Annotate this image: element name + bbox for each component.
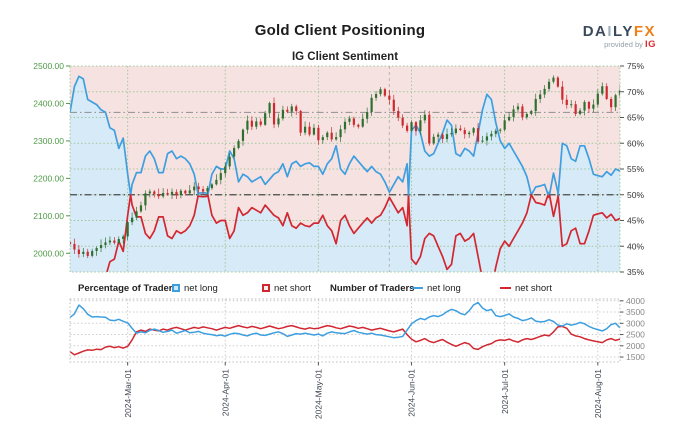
chart-legend: Percentage of Traders net long net short… [0,281,680,297]
ig-logo: IG [644,39,656,51]
svg-text:2300.00: 2300.00 [33,136,64,146]
svg-text:2024-Mar-01: 2024-Mar-01 [123,369,133,418]
svg-text:2500.00: 2500.00 [33,61,64,71]
dailyfx-wordmark: DAILYFX [582,23,656,40]
page-title: Gold Client Positioning [254,22,426,39]
svg-text:2024-Aug-01: 2024-Aug-01 [593,369,603,418]
net-long-line-icon [412,287,423,289]
svg-text:2500: 2500 [626,330,645,340]
svg-text:70%: 70% [627,87,644,97]
net-short-swatch-icon [262,284,270,292]
svg-text:45%: 45% [627,216,644,226]
provided-by-ig: provided by IG [604,39,656,51]
dailyfx-logo: DAILYFX provided by IG [583,23,656,51]
chart-subtitle: IG Client Sentiment [291,51,399,63]
svg-text:50%: 50% [627,190,644,200]
svg-text:2024-Jul-01: 2024-Jul-01 [500,369,510,414]
svg-text:2200.00: 2200.00 [33,173,64,183]
net-short-line-icon [500,287,511,289]
legend-pct-net-long: net long [172,281,218,295]
svg-text:2100.00: 2100.00 [33,211,64,221]
legend-number-of-traders: Number of Traders [330,282,415,294]
svg-text:55%: 55% [627,164,644,174]
legend-pct-net-short: net short [262,281,311,295]
legend-percentage-of-traders: Percentage of Traders [78,282,178,294]
svg-text:2024-Jun-01: 2024-Jun-01 [407,369,417,417]
svg-text:65%: 65% [627,113,644,123]
svg-text:1500: 1500 [626,352,645,362]
svg-text:35%: 35% [627,267,644,277]
svg-text:40%: 40% [627,241,644,251]
svg-text:3500: 3500 [626,307,645,317]
svg-text:4000: 4000 [626,296,645,306]
svg-text:60%: 60% [627,138,644,148]
legend-count-net-short: net short [500,281,552,295]
net-long-swatch-icon [172,284,180,292]
svg-text:2024-May-01: 2024-May-01 [314,369,324,419]
legend-count-net-long: net long [412,281,461,295]
svg-text:75%: 75% [627,61,644,71]
svg-text:2024-Apr-01: 2024-Apr-01 [220,369,230,417]
svg-text:2000: 2000 [626,341,645,351]
svg-text:3000: 3000 [626,318,645,328]
svg-text:2400.00: 2400.00 [33,98,64,108]
svg-text:2000.00: 2000.00 [33,248,64,258]
